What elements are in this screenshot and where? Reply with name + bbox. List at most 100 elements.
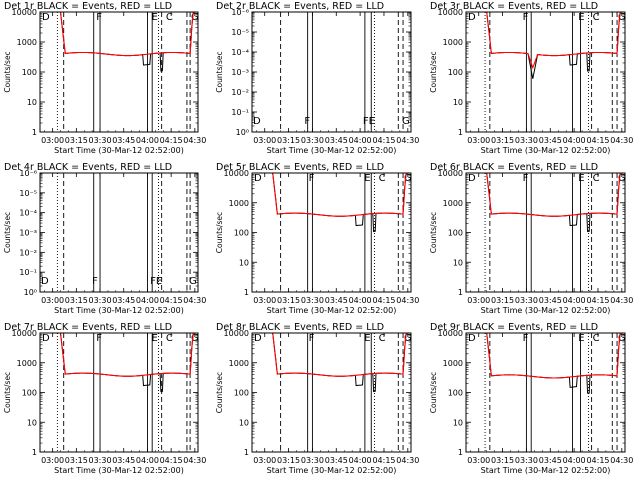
events-series-line (486, 332, 621, 394)
x-tick-label: 03:00 (467, 296, 490, 305)
panel-title: Det 3r BLACK = Events, RED = LLD (430, 1, 598, 12)
y-tick-label: 10 (239, 258, 249, 267)
y-tick-label: 1000 (443, 359, 463, 368)
x-axis-label: Start Time (30-Mar-12 02:52:00) (54, 306, 184, 315)
x-tick-label: 04:15 (372, 456, 395, 465)
x-tick-label: 04:00 (563, 136, 586, 145)
x-tick-label: 04:00 (136, 136, 159, 145)
x-tick-label: 03:15 (491, 136, 514, 145)
plot-frame (39, 332, 199, 453)
y-tick-label: 1000 (229, 359, 249, 368)
x-axis-label: Start Time (30-Mar-12 02:52:00) (54, 466, 184, 475)
x-tick-label: 04:00 (136, 456, 159, 465)
marker-letter: E (152, 12, 158, 23)
marker-letter: G (189, 276, 197, 287)
detector-panel: Det 8r BLACK = Events, RED = LLD Counts/s… (215, 322, 419, 475)
marker-letter: D (42, 333, 50, 344)
marker-letter: D (254, 173, 262, 184)
marker-letter: F (96, 333, 102, 344)
lld-series-line (59, 332, 194, 377)
marker-letter: D (468, 12, 476, 23)
y-tick-label: 100 (448, 229, 463, 238)
marker-letter: F (309, 333, 315, 344)
y-tick-label: 1 (32, 128, 37, 137)
x-axis-label: Start Time (30-Mar-12 02:52:00) (267, 466, 397, 475)
marker-letter: E (152, 333, 158, 344)
y-tick-label: 1000 (443, 38, 463, 47)
panel-title: Det 6r BLACK = Events, RED = LLD (430, 162, 598, 173)
marker-letter: C (379, 333, 386, 344)
y-tick-label: 10000 (224, 169, 249, 178)
y-tick-label: 10 (453, 258, 463, 267)
x-tick-label: 03:45 (539, 136, 562, 145)
y-axis-label: Counts/sec (3, 51, 12, 92)
events-series-line (272, 172, 407, 233)
marker-letter: D (468, 173, 476, 184)
y-tick-label: 10000 (438, 8, 463, 17)
y-tick-label: 10000 (12, 329, 37, 338)
y-tick-label: 10⁻² (19, 248, 37, 257)
y-tick-label: 1000 (17, 359, 37, 368)
y-tick-label: 10 (453, 98, 463, 107)
x-tick-label: 04:00 (563, 296, 586, 305)
x-tick-label: 03:15 (491, 456, 514, 465)
detector-panel: Det 4r BLACK = Events, RED = LLD Counts/s… (3, 162, 206, 315)
marker-letter: D (42, 12, 50, 23)
marker-letter: C (379, 173, 386, 184)
plot-frame (39, 172, 199, 293)
detector-panel: Det 6r BLACK = Events, RED = LLD Counts/s… (429, 162, 633, 315)
y-tick-label: 1 (32, 448, 37, 457)
panel-title: Det 5r BLACK = Events, RED = LLD (216, 162, 384, 173)
plot-frame (251, 172, 412, 293)
panel-title: Det 2r BLACK = Events, RED = LLD (216, 1, 384, 12)
x-tick-label: 04:30 (610, 296, 633, 305)
marker-letter: E (364, 173, 370, 184)
y-tick-label: 1 (244, 288, 249, 297)
y-tick-label: 10 (453, 418, 463, 427)
x-tick-label: 03:00 (467, 456, 490, 465)
x-tick-label: 03:15 (65, 136, 88, 145)
y-axis-label: Counts/sec (429, 212, 438, 253)
lld-series-line (272, 172, 407, 217)
y-axis-label: Counts/sec (429, 372, 438, 413)
events-series-line (486, 11, 621, 79)
x-axis-label: Start Time (30-Mar-12 02:52:00) (481, 466, 611, 475)
plot-frame (39, 11, 199, 133)
y-tick-label: 100 (22, 68, 37, 77)
x-tick-label: 03:00 (41, 296, 64, 305)
y-tick-label: 10 (239, 418, 249, 427)
y-tick-label: 10⁻⁴ (19, 209, 37, 218)
marker-letter: FE (363, 116, 375, 127)
y-tick-label: 10⁻¹ (19, 268, 37, 277)
x-tick-label: 04:30 (610, 136, 633, 145)
x-tick-label: 04:15 (160, 456, 183, 465)
detector-panel: Det 7r BLACK = Events, RED = LLD Counts/s… (3, 322, 206, 475)
y-tick-label: 100 (234, 389, 249, 398)
y-tick-label: 10 (27, 98, 37, 107)
plot-frame (465, 172, 626, 293)
x-tick-label: 03:15 (491, 296, 514, 305)
x-tick-label: 03:15 (277, 296, 300, 305)
marker-letter: F (304, 116, 310, 127)
y-tick-label: 1000 (17, 38, 37, 47)
plot-frame (251, 11, 412, 133)
marker-letter: F (92, 276, 98, 287)
marker-letter: D (468, 333, 476, 344)
y-tick-label: 100 (448, 389, 463, 398)
x-tick-label: 03:45 (112, 296, 135, 305)
x-tick-label: 03:00 (253, 296, 276, 305)
y-axis-label: Counts/sec (215, 372, 224, 413)
x-tick-label: 03:45 (325, 296, 348, 305)
y-tick-label: 1 (458, 288, 463, 297)
marker-letter: C (166, 12, 173, 23)
detector-panel: Det 3r BLACK = Events, RED = LLD Counts/s… (429, 1, 633, 155)
y-tick-label: 1 (458, 448, 463, 457)
x-tick-label: 03:00 (467, 136, 490, 145)
detector-panel: Det 2r BLACK = Events, RED = LLD Counts/s… (215, 1, 419, 155)
marker-letter: G (618, 173, 626, 184)
y-tick-label: 10⁻² (231, 88, 249, 97)
x-axis-label: Start Time (30-Mar-12 02:52:00) (481, 146, 611, 155)
x-tick-label: 03:30 (89, 136, 112, 145)
marker-letter: G (618, 333, 626, 344)
